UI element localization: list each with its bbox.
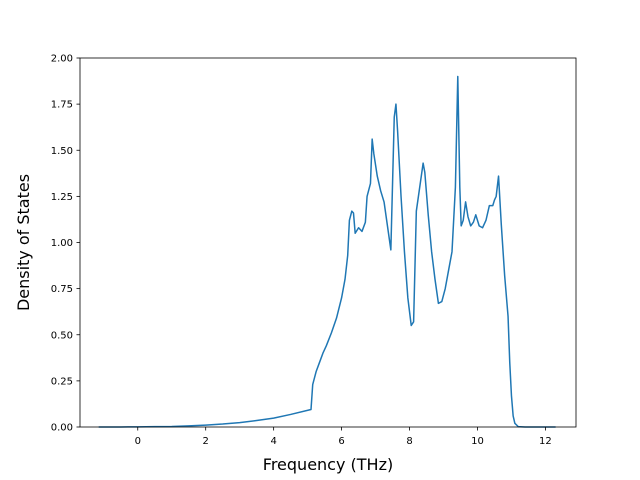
plot-frame — [79, 57, 577, 428]
y-tick-label: 0.75 — [51, 284, 73, 295]
x-axis-label: Frequency (THz) — [263, 455, 393, 474]
x-tick-label: 0 — [135, 436, 141, 447]
x-tick-label: 12 — [539, 436, 552, 447]
plot-area — [98, 75, 556, 428]
y-tick-label: 0.25 — [51, 376, 73, 387]
y-tick-label: 0.00 — [51, 423, 73, 434]
x-tick-label: 10 — [471, 436, 484, 447]
x-tick-label: 8 — [406, 436, 412, 447]
x-tick-label: 2 — [203, 436, 209, 447]
y-tick-label: 1.25 — [51, 192, 73, 203]
x-axis-ticks: 0 2 4 6 8 10 12 — [135, 427, 552, 447]
y-axis-ticks: 0.00 0.25 0.50 0.75 1.00 1.25 1.50 1.75 2.00 — [51, 54, 80, 434]
y-tick-label: 1.50 — [51, 146, 73, 157]
y-tick-label: 2.00 — [51, 54, 73, 65]
y-tick-label: 1.00 — [51, 238, 73, 249]
y-axis-label: Density of States — [14, 174, 33, 311]
dos-series-line-0 — [98, 75, 556, 428]
y-tick-label: 1.75 — [51, 100, 73, 111]
x-tick-label: 6 — [338, 436, 344, 447]
y-tick-label: 0.50 — [51, 330, 73, 341]
x-tick-label: 4 — [270, 436, 276, 447]
